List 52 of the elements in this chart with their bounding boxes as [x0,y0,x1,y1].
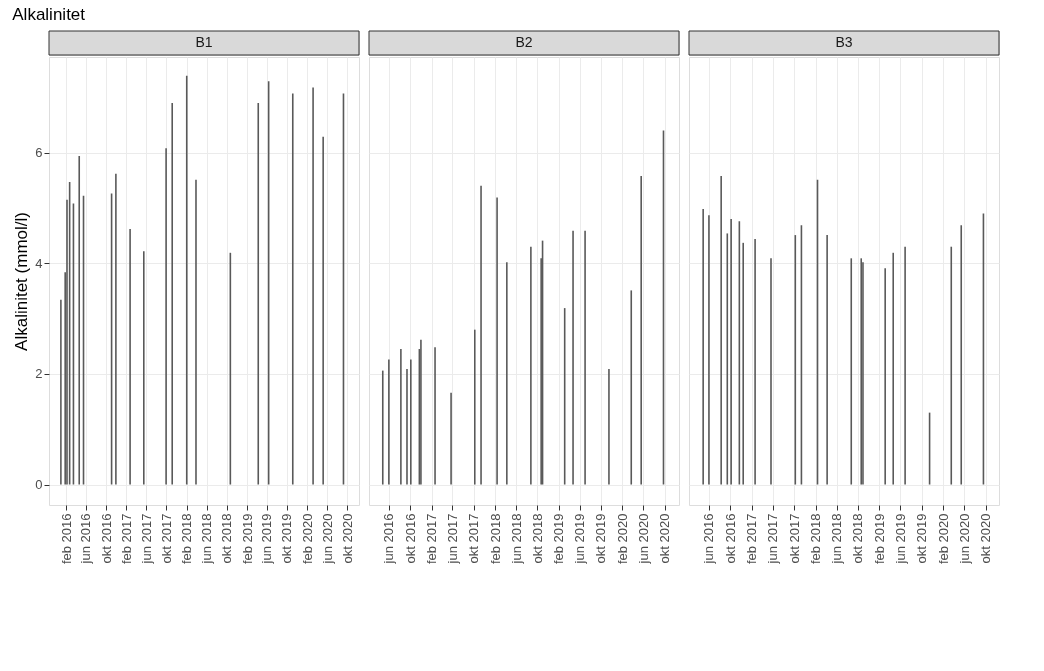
y-axis-title: Alkalinitet (mmol/l) [12,212,32,351]
x-tick-label: okt 2019 [914,513,930,564]
x-tick-label: feb 2019 [871,513,887,565]
x-tick-label: jun 2020 [635,513,651,565]
x-tick-label: jun 2016 [78,513,94,565]
chart-subtitle: B3 [835,34,853,50]
x-tick-label: okt 2019 [593,513,609,564]
x-tick-label: jun 2018 [508,513,524,565]
x-tick-label: feb 2020 [935,513,951,565]
x-tick-label: okt 2017 [466,513,482,564]
x-tick-label: feb 2017 [118,513,134,565]
x-tick-label: jun 2020 [319,513,335,565]
y-tick-label: 6 [35,145,43,161]
x-tick-label: okt 2017 [158,513,174,564]
y-tick-label: 4 [35,255,43,271]
x-tick-label: jun 2018 [829,513,845,565]
chart-subtitle: B1 [195,34,213,50]
x-tick-label: jun 2018 [199,513,215,565]
x-tick-label: jun 2019 [259,513,275,565]
y-tick-label: 0 [35,477,43,493]
x-tick-label: feb 2017 [744,513,760,565]
x-tick-label: jun 2019 [892,513,908,565]
x-tick-label: jun 2016 [701,513,717,565]
x-tick-label: feb 2016 [58,513,74,565]
x-tick-label: jun 2016 [381,513,397,565]
x-tick-label: feb 2019 [239,513,255,565]
x-tick-label: jun 2017 [444,513,460,565]
x-tick-label: okt 2019 [279,513,295,564]
chart-subtitle: B2 [515,34,533,50]
x-tick-label: jun 2020 [956,513,972,565]
x-tick-label: okt 2018 [219,513,235,564]
x-tick-label: feb 2020 [299,513,315,565]
y-tick-label: 2 [35,366,43,382]
x-tick-label: okt 2020 [657,513,673,564]
x-tick-label: feb 2018 [808,513,824,565]
x-tick-label: okt 2016 [98,513,114,564]
x-tick-label: jun 2019 [572,513,588,565]
x-tick-label: okt 2020 [978,513,994,564]
x-tick-label: okt 2016 [402,513,418,564]
x-tick-label: feb 2019 [551,513,567,565]
x-tick-label: feb 2018 [487,513,503,565]
x-tick-label: feb 2017 [424,513,440,565]
x-tick-label: okt 2016 [722,513,738,564]
x-tick-label: jun 2017 [138,513,154,565]
x-tick-label: okt 2020 [339,513,355,564]
x-tick-label: okt 2017 [786,513,802,564]
x-tick-label: feb 2018 [179,513,195,565]
x-tick-label: okt 2018 [850,513,866,564]
x-tick-label: jun 2017 [765,513,781,565]
chart-title: Alkalinitet [12,5,86,24]
x-tick-label: feb 2020 [614,513,630,565]
x-tick-label: okt 2018 [529,513,545,564]
